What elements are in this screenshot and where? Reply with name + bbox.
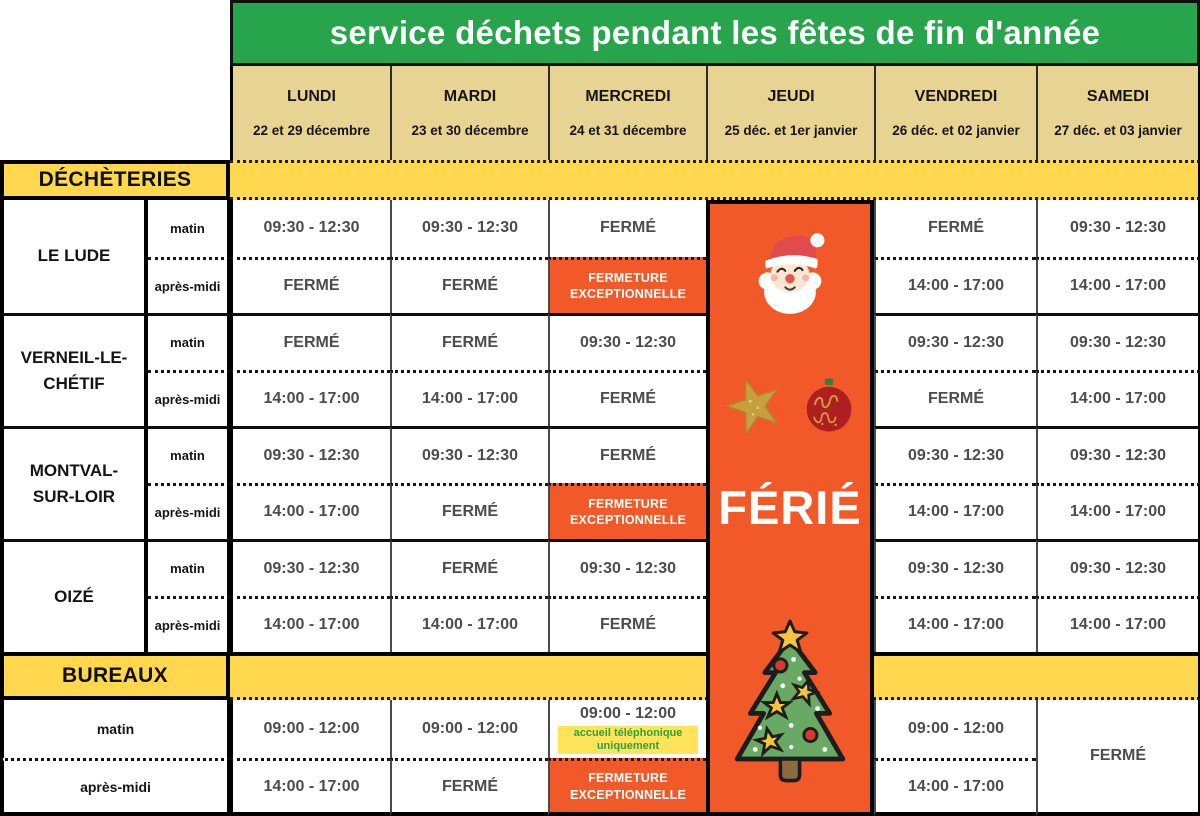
schedule-cell: 14:00 - 17:00 [1036, 369, 1200, 426]
slot-label-apres-midi: après-midi [148, 482, 230, 539]
section-header-bureaux: BUREAUX [0, 652, 230, 700]
ferie-label: FÉRIÉ [718, 481, 862, 534]
day-header-mercredi: MERCREDI 24 et 31 décembre [548, 66, 706, 160]
day-header-samedi: SAMEDI 27 déc. et 03 janvier [1036, 66, 1200, 160]
schedule-cell: 14:00 - 17:00 [874, 256, 1036, 313]
site-name-oize: OIZÉ [0, 539, 148, 652]
day-name: SAMEDI [1086, 88, 1150, 105]
schedule-cell-with-note: 09:00 - 12:00 accueil téléphonique uniqu… [548, 700, 706, 758]
schedule-cell: 14:00 - 17:00 [874, 758, 1036, 816]
schedule-cell: 14:00 - 17:00 [230, 482, 390, 539]
schedule-cell: 14:00 - 17:00 [1036, 595, 1200, 652]
schedule-cell: 14:00 - 17:00 [230, 595, 390, 652]
page-title: service déchets pendant les fêtes de fin… [230, 0, 1200, 66]
slot-label-matin: matin [148, 426, 230, 483]
schedule-cell: 14:00 - 17:00 [1036, 482, 1200, 539]
decheteries-band [230, 160, 1200, 200]
holiday-ferie-banner: FÉRIÉ [706, 200, 874, 816]
schedule-cell: 09:30 - 12:30 [548, 313, 706, 370]
schedule-cell: FERMÉ [230, 256, 390, 313]
schedule-cell: 14:00 - 17:00 [390, 595, 548, 652]
schedule-cell: 09:30 - 12:30 [1036, 539, 1200, 596]
schedule-cell: 14:00 - 17:00 [1036, 256, 1200, 313]
schedule-cell: 09:00 - 12:00 [874, 700, 1036, 758]
day-name: LUNDI [287, 88, 336, 105]
gold-star-icon [726, 378, 779, 433]
day-dates: 26 déc. et 02 janvier [892, 123, 1020, 138]
bauble-icon [806, 378, 852, 432]
slot-label-matin: matin [148, 539, 230, 596]
schedule-cell: 09:30 - 12:30 [230, 539, 390, 596]
santa-icon [758, 233, 825, 314]
day-header-lundi: LUNDI 22 et 29 décembre [230, 66, 390, 160]
slot-label-apres-midi: après-midi [148, 256, 230, 313]
site-name-montval-sur-loir: MONTVAL-SUR-LOIR [0, 426, 148, 539]
schedule-cell: 09:00 - 12:00 [390, 700, 548, 758]
site-name-verneil-le-chetif: VERNEIL-LE-CHÉTIF [0, 313, 148, 426]
schedule-cell: FERMÉ [390, 539, 548, 596]
day-name: VENDREDI [914, 88, 998, 105]
day-header-jeudi: JEUDI 25 déc. et 1er janvier [706, 66, 874, 160]
schedule-cell-samedi-merged: FERMÉ [1036, 700, 1200, 816]
christmas-tree-icon [734, 619, 846, 783]
schedule-cell: 09:30 - 12:30 [390, 200, 548, 257]
schedule-cell: FERMÉ [548, 595, 706, 652]
schedule-cell: 14:00 - 17:00 [874, 595, 1036, 652]
schedule-cell: FERMÉ [230, 313, 390, 370]
day-name: JEUDI [767, 88, 815, 105]
schedule-cell: FERMÉ [874, 369, 1036, 426]
bureaux-label-apres-midi: après-midi [0, 758, 230, 816]
schedule-cell: 09:30 - 12:30 [874, 313, 1036, 370]
schedule-cell: 09:00 - 12:00 [230, 700, 390, 758]
day-name: MERCREDI [585, 88, 671, 105]
phone-reception-note: accueil téléphonique uniquement [558, 726, 698, 754]
schedule-cell: FERMÉ [390, 256, 548, 313]
section-header-decheteries: DÉCHÈTERIES [0, 160, 230, 200]
decorations-row [726, 376, 854, 434]
site-name-le-lude: LE LUDE [0, 200, 148, 313]
schedule-cell: 14:00 - 17:00 [874, 482, 1036, 539]
schedule-cell: FERMÉ [874, 200, 1036, 257]
schedule-cell: 14:00 - 17:00 [230, 758, 390, 816]
schedule-cell: FERMÉ [390, 313, 548, 370]
schedule-cell: FERMÉ [390, 482, 548, 539]
day-dates: 23 et 30 décembre [411, 123, 529, 138]
exceptional-closure-cell: FERMETURE EXCEPTIONNELLE [548, 256, 706, 313]
day-dates: 22 et 29 décembre [252, 123, 371, 138]
bureaux-label-matin: matin [0, 700, 230, 758]
schedule-cell: 09:30 - 12:30 [1036, 200, 1200, 257]
schedule-cell: 09:30 - 12:30 [874, 539, 1036, 596]
schedule-cell: 09:30 - 12:30 [390, 426, 548, 483]
day-header-mardi: MARDI 23 et 30 décembre [390, 66, 548, 160]
schedule-cell: 09:30 - 12:30 [874, 426, 1036, 483]
schedule-cell: FERMÉ [390, 758, 548, 816]
schedule-cell: 09:30 - 12:30 [1036, 426, 1200, 483]
schedule-cell: 09:30 - 12:30 [548, 539, 706, 596]
schedule-cell: FERMÉ [548, 200, 706, 257]
schedule-cell: 09:30 - 12:30 [1036, 313, 1200, 370]
day-dates: 24 et 31 décembre [569, 123, 687, 138]
slot-label-matin: matin [148, 200, 230, 257]
slot-label-matin: matin [148, 313, 230, 370]
day-header-vendredi: VENDREDI 26 déc. et 02 janvier [874, 66, 1036, 160]
day-name: MARDI [443, 88, 497, 105]
schedule-cell: 09:30 - 12:30 [230, 200, 390, 257]
schedule-cell: FERMÉ [548, 426, 706, 483]
exceptional-closure-cell: FERMETURE EXCEPTIONNELLE [548, 758, 706, 816]
empty-corner [0, 0, 230, 160]
schedule-cell: 09:30 - 12:30 [230, 426, 390, 483]
schedule-cell: FERMÉ [548, 369, 706, 426]
slot-label-apres-midi: après-midi [148, 369, 230, 426]
day-dates: 27 déc. et 03 janvier [1054, 123, 1182, 138]
schedule-cell: 14:00 - 17:00 [390, 369, 548, 426]
exceptional-closure-cell: FERMETURE EXCEPTIONNELLE [548, 482, 706, 539]
slot-label-apres-midi: après-midi [148, 595, 230, 652]
schedule-cell: 14:00 - 17:00 [230, 369, 390, 426]
schedule-time: 09:00 - 12:00 [579, 705, 677, 723]
day-dates: 25 déc. et 1er janvier [724, 123, 858, 138]
